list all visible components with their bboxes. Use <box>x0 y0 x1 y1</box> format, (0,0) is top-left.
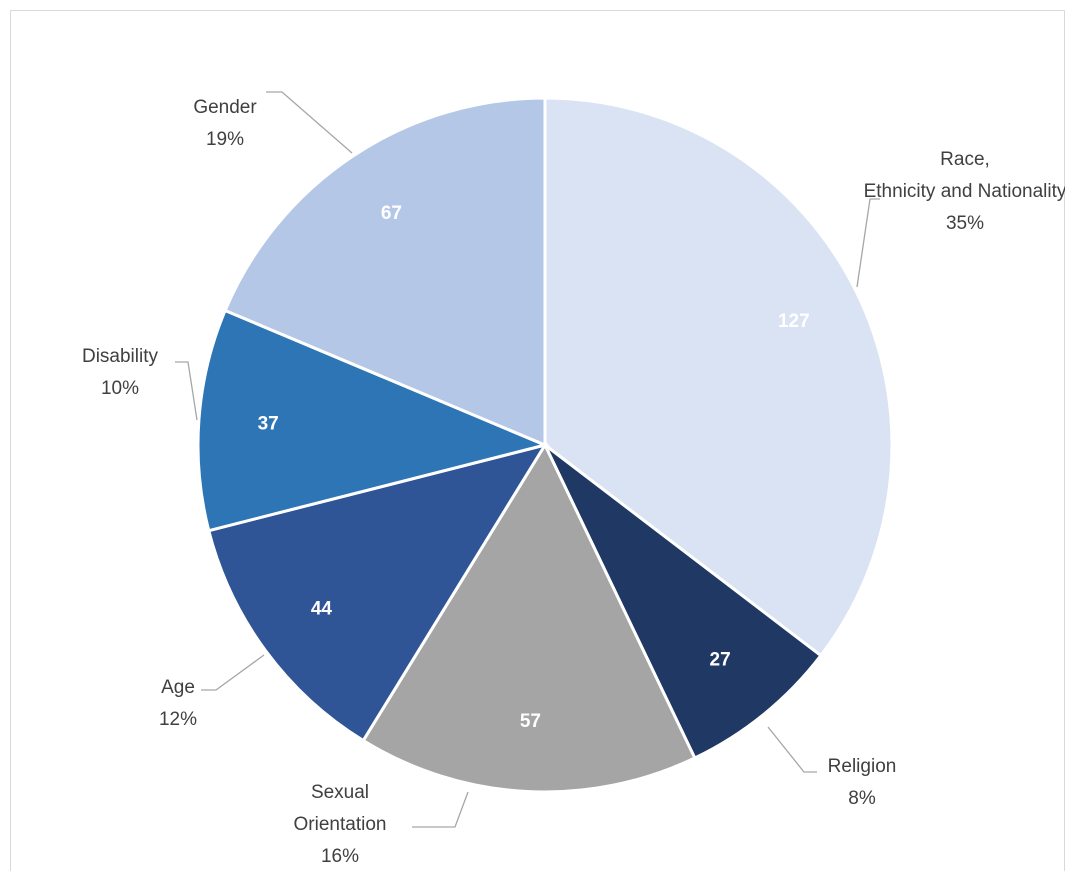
category-label: Age <box>161 677 195 698</box>
data-label: 127 <box>778 311 810 332</box>
category-label: Religion <box>828 756 897 777</box>
data-label: 37 <box>258 413 279 434</box>
data-label: 57 <box>520 711 541 732</box>
percent-label: 8% <box>848 788 876 809</box>
category-label: Disability <box>82 346 159 367</box>
percent-label: 19% <box>206 129 244 150</box>
percent-label: 35% <box>946 213 984 234</box>
pie-slice <box>361 441 697 794</box>
leader-line <box>201 654 265 691</box>
pie-slice <box>543 443 823 761</box>
category-label: Race, Ethnicity and Nationality <box>864 149 1065 202</box>
leader-line <box>175 361 198 421</box>
leader-line <box>266 91 353 154</box>
pie-slice <box>196 308 550 533</box>
leader-line <box>767 726 817 773</box>
data-label: 27 <box>710 649 731 670</box>
category-label: Gender <box>193 97 257 118</box>
pie-slice <box>223 96 547 448</box>
chart-frame <box>10 10 1065 871</box>
pie-slice <box>206 442 549 743</box>
leader-line <box>856 198 880 288</box>
pie-slice <box>543 96 894 658</box>
data-label: 44 <box>311 599 333 620</box>
percent-label: 12% <box>159 709 197 730</box>
category-label: Sexual Orientation <box>294 782 387 835</box>
data-label: 67 <box>381 203 402 224</box>
leader-line <box>412 791 469 828</box>
percent-label: 10% <box>101 378 139 399</box>
percent-label: 16% <box>321 846 359 867</box>
